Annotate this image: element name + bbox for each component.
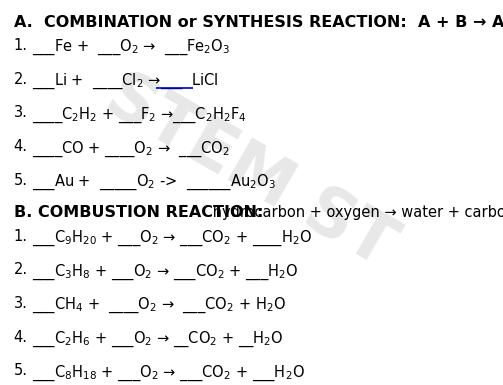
Text: 2.: 2.: [14, 262, 28, 277]
Text: hydrocarbon + oxygen → water + carbon…: hydrocarbon + oxygen → water + carbon…: [208, 205, 503, 220]
Text: ___Fe +  ___O$_2$ →  ___Fe$_2$O$_3$: ___Fe + ___O$_2$ → ___Fe$_2$O$_3$: [32, 38, 230, 57]
Text: 2.: 2.: [14, 72, 28, 87]
Text: 3.: 3.: [14, 296, 27, 311]
Text: STEM ST: STEM ST: [94, 62, 406, 281]
Text: ____C$_2$H$_2$ + ___F$_2$ →___C$_2$H$_2$F$_4$: ____C$_2$H$_2$ + ___F$_2$ →___C$_2$H$_2$…: [32, 105, 246, 125]
Text: 4.: 4.: [14, 330, 28, 345]
Text: 4.: 4.: [14, 139, 28, 154]
Text: A.  COMBINATION or SYNTHESIS REACTION:  A + B → AB: A. COMBINATION or SYNTHESIS REACTION: A …: [14, 15, 503, 30]
Text: ____CO + ____O$_2$ →  ___CO$_2$: ____CO + ____O$_2$ → ___CO$_2$: [32, 139, 230, 159]
Text: 3.: 3.: [14, 105, 27, 121]
Text: 5.: 5.: [14, 173, 28, 188]
Text: ___CH$_4$ +  ____O$_2$ →  ___CO$_2$ + H$_2$O: ___CH$_4$ + ____O$_2$ → ___CO$_2$ + H$_2…: [32, 296, 286, 315]
Text: ___Li +  ____Cl$_2$ →___  LiCl: ___Li + ____Cl$_2$ →___ LiCl: [32, 72, 218, 91]
Text: 1.: 1.: [14, 38, 28, 53]
Text: ___Au +  _____O$_2$ ->  ______Au$_2$O$_3$: ___Au + _____O$_2$ -> ______Au$_2$O$_3$: [32, 173, 276, 192]
Text: 1.: 1.: [14, 229, 28, 244]
Text: B. COMBUSTION REACTION:: B. COMBUSTION REACTION:: [14, 205, 263, 220]
Text: ___C$_9$H$_{20}$ + ___O$_2$ → ___CO$_2$ + ____H$_2$O: ___C$_9$H$_{20}$ + ___O$_2$ → ___CO$_2$ …: [32, 229, 312, 248]
Text: ___C$_2$H$_6$ + ___O$_2$ → __CO$_2$ + __H$_2$O: ___C$_2$H$_6$ + ___O$_2$ → __CO$_2$ + __…: [32, 330, 283, 349]
Text: ___C$_3$H$_8$ + ___O$_2$ → ___CO$_2$ + ___H$_2$O: ___C$_3$H$_8$ + ___O$_2$ → ___CO$_2$ + _…: [32, 262, 298, 282]
Text: ___C$_8$H$_{18}$ + ___O$_2$ → ___CO$_2$ + ___H$_2$O: ___C$_8$H$_{18}$ + ___O$_2$ → ___CO$_2$ …: [32, 363, 305, 383]
Text: 5.: 5.: [14, 363, 28, 378]
